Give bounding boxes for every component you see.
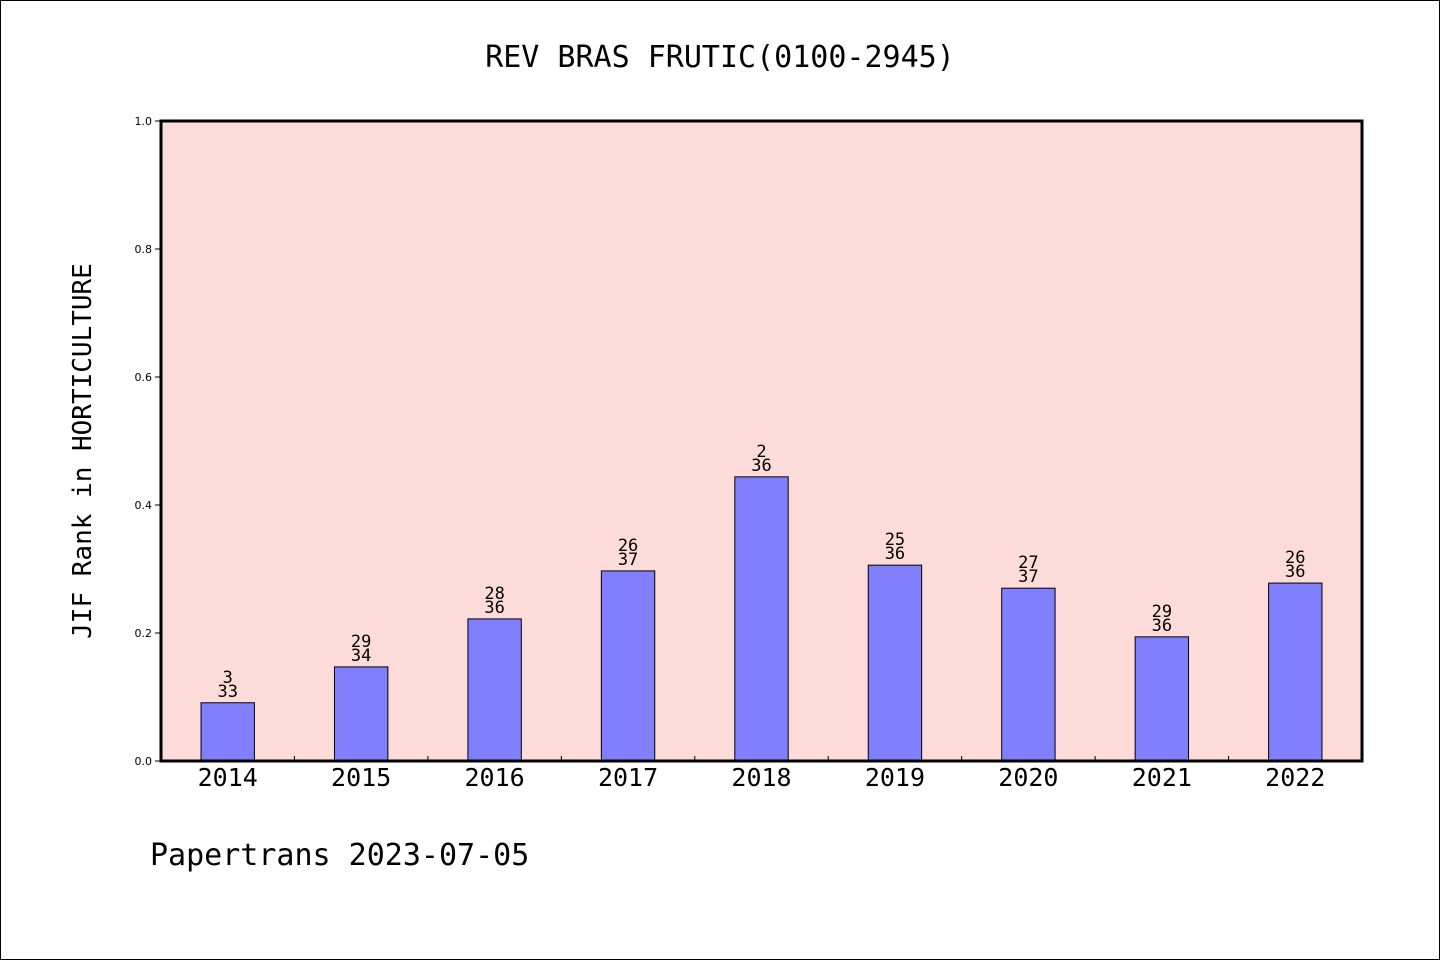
bar-2021 <box>1134 636 1190 762</box>
bar-rank-label: 27 <box>1018 553 1038 573</box>
bars-group <box>200 476 1323 762</box>
y-axis-ticks: 0.0 0.2 0.4 0.6 0.8 1.0 <box>135 115 161 768</box>
bar-total-label: 36 <box>1152 616 1172 636</box>
bar-total-label: 36 <box>885 544 905 564</box>
x-tick-label: 2015 <box>331 763 391 792</box>
bar-rank-label: 26 <box>618 536 638 556</box>
bar-rank-label: 29 <box>351 632 371 652</box>
bar-2018 <box>734 476 789 762</box>
bar-rank-label: 26 <box>1285 548 1305 568</box>
x-tick-label: 2014 <box>198 763 258 792</box>
bar-total-label: 33 <box>217 682 237 702</box>
y-tick-label: 0.6 <box>135 371 153 384</box>
bar-total-label: 36 <box>1285 562 1305 582</box>
bar-rank-label: 28 <box>484 584 504 604</box>
y-tick-label: 0.4 <box>135 499 153 512</box>
x-tick-label: 2016 <box>465 763 525 792</box>
x-tick-label: 2017 <box>598 763 658 792</box>
bar-total-label: 37 <box>618 550 638 570</box>
x-axis-ticks: 2014 2015 2016 2017 2018 2019 2020 2021 2022 <box>198 756 1325 792</box>
y-tick-label: 0.8 <box>135 243 153 256</box>
bar-2014 <box>200 702 255 762</box>
bar-2016 <box>467 618 522 762</box>
chart-title: REV BRAS FRUTIC(0100-2945) <box>485 40 955 75</box>
footer-text: Papertrans 2023-07-05 <box>150 838 529 873</box>
x-tick-label: 2019 <box>865 763 925 792</box>
bar-rank-label: 25 <box>885 530 905 550</box>
x-tick-label: 2021 <box>1132 763 1192 792</box>
bar-2022 <box>1268 582 1323 762</box>
bar-2015 <box>333 666 389 762</box>
plot-border <box>159 119 1364 763</box>
bar-total-label: 34 <box>351 646 371 666</box>
x-tick-label: 2018 <box>731 763 791 792</box>
bar-rank-label: 29 <box>1152 602 1172 622</box>
bar-total-label: 36 <box>484 598 504 618</box>
y-tick-label: 0.0 <box>135 755 153 768</box>
bar-total-label: 36 <box>751 456 771 476</box>
bar-2019 <box>867 564 923 762</box>
y-axis-label: JIF Rank in HORTICULTURE <box>68 263 98 639</box>
y-tick-label: 1.0 <box>135 115 153 128</box>
x-tick-label: 2020 <box>998 763 1058 792</box>
bar-2017 <box>600 570 656 762</box>
y-tick-label: 0.2 <box>135 627 153 640</box>
x-tick-label: 2022 <box>1265 763 1325 792</box>
bar-2020 <box>1001 587 1056 762</box>
bar-total-label: 37 <box>1018 567 1038 587</box>
bar-rank-label: 3 <box>223 668 233 688</box>
bar-rank-label: 2 <box>756 442 766 462</box>
